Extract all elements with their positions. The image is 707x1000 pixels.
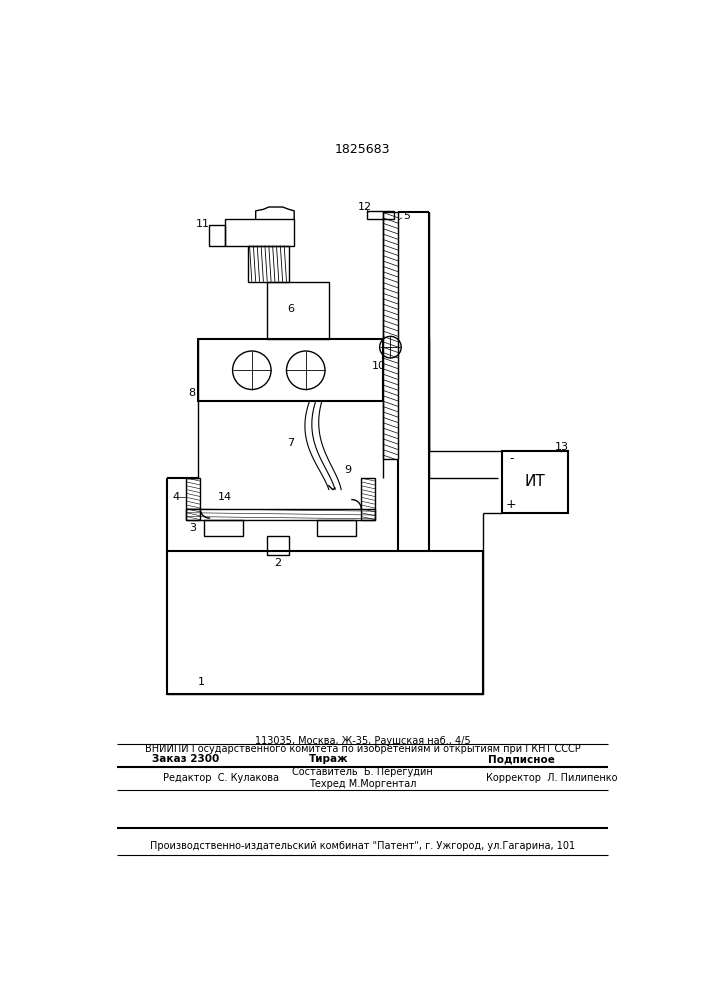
Text: 10: 10 (372, 361, 386, 371)
Bar (187, 478, 200, 520)
Bar (502, 451, 568, 513)
Text: Составитель  Б. Перегудин: Составитель Б. Перегудин (293, 767, 433, 777)
Text: 1825683: 1825683 (335, 143, 390, 156)
Text: Корректор  Л. Пилипенко: Корректор Л. Пилипенко (486, 773, 618, 783)
Text: 8: 8 (188, 388, 195, 398)
Text: 2: 2 (274, 558, 281, 568)
Bar (167, 551, 483, 694)
Bar (267, 536, 288, 555)
Bar (368, 211, 395, 219)
Text: 14: 14 (218, 492, 232, 502)
Bar (361, 478, 375, 520)
Text: 12: 12 (358, 202, 372, 212)
Text: Техред М.Моргентал: Техред М.Моргентал (309, 779, 416, 789)
Bar (209, 225, 225, 246)
Text: 11: 11 (196, 219, 209, 229)
Text: 13: 13 (555, 442, 569, 452)
Bar (187, 509, 375, 520)
Text: 1: 1 (198, 677, 205, 687)
Text: 6: 6 (287, 304, 294, 314)
Text: 7: 7 (287, 438, 294, 448)
Text: Производственно-издательский комбинат "Патент", г. Ужгород, ул.Гагарина, 101: Производственно-издательский комбинат "П… (150, 841, 575, 851)
Text: Тираж: Тираж (309, 754, 349, 764)
Bar (317, 520, 356, 536)
Bar (382, 212, 398, 459)
Text: ИТ: ИТ (524, 474, 545, 489)
Text: Подписное: Подписное (488, 754, 555, 764)
Text: 4: 4 (173, 492, 180, 502)
Text: -: - (509, 452, 513, 465)
Text: 113035, Москва, Ж-35, Раушская наб., 4/5: 113035, Москва, Ж-35, Раушская наб., 4/5 (255, 736, 471, 746)
Text: 9: 9 (344, 465, 351, 475)
Bar (248, 246, 288, 282)
Bar (198, 339, 382, 401)
Text: ВНИИПИ Государственного комитета по изобретениям и открытиям при ГКНТ СССР: ВНИИПИ Государственного комитета по изоб… (145, 744, 580, 754)
Text: Заказ 2300: Заказ 2300 (152, 754, 219, 764)
Bar (204, 520, 243, 536)
Text: +: + (506, 498, 517, 512)
Text: Редактор  С. Кулакова: Редактор С. Кулакова (163, 773, 279, 783)
Text: 3: 3 (189, 523, 197, 533)
Bar (267, 282, 329, 339)
Text: 5: 5 (404, 211, 411, 221)
Bar (225, 219, 294, 246)
